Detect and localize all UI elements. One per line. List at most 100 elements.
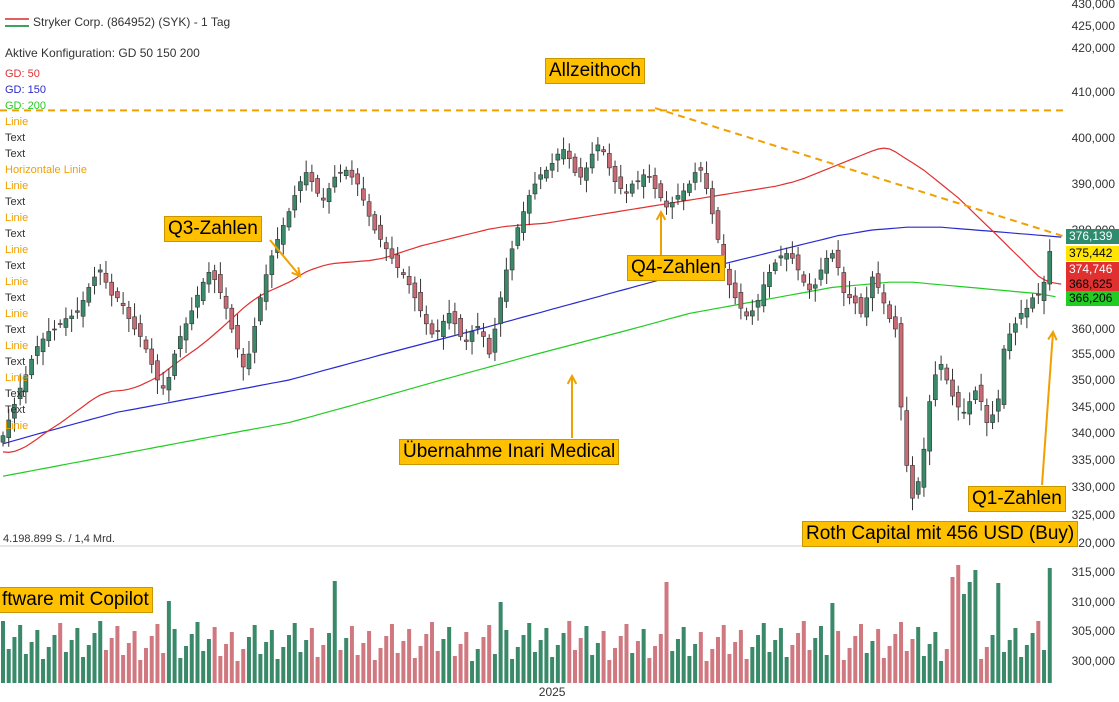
volume-bar: [859, 624, 863, 683]
annotation-copilot[interactable]: ftware mit Copilot: [0, 587, 153, 613]
candle-body: [549, 163, 555, 171]
candle-body: [349, 169, 355, 178]
volume-bar: [630, 653, 635, 683]
candle-body: [1047, 251, 1053, 285]
volume-bar: [492, 654, 497, 683]
volume-bar: [206, 639, 211, 683]
legend-item[interactable]: Text: [5, 148, 26, 160]
volume-bar: [441, 639, 446, 683]
legend-item[interactable]: Linie: [5, 372, 29, 384]
volume-bar: [52, 635, 57, 683]
volume-bar: [681, 627, 686, 683]
candle-body: [544, 169, 549, 179]
legend-item[interactable]: GD: 200: [5, 100, 46, 112]
volume-bar: [498, 602, 503, 683]
legend-item[interactable]: GD: 50: [5, 68, 40, 80]
candle-body: [566, 150, 572, 160]
price-tick-label: 360,000: [1072, 322, 1116, 336]
candle-body: [933, 374, 938, 401]
candle-body: [269, 255, 275, 275]
volume-bar: [544, 628, 549, 683]
candle-body: [378, 224, 383, 240]
annotation-q4[interactable]: Q4-Zahlen: [627, 255, 725, 281]
volume-bar: [887, 646, 892, 683]
annotation-arrow: [1041, 331, 1054, 486]
legend-item[interactable]: Text: [5, 196, 26, 208]
volume-bar: [601, 631, 606, 683]
legend-item[interactable]: Text: [5, 260, 26, 272]
volume-bar: [761, 623, 766, 683]
volume-bar: [944, 649, 949, 683]
volume-bar: [881, 658, 886, 683]
volume-bar: [212, 627, 217, 683]
candle-body: [761, 284, 767, 307]
candle-body: [927, 401, 932, 452]
candle-body: [401, 272, 406, 275]
volume-bar: [41, 659, 46, 683]
volume-bar: [841, 660, 846, 683]
candle-body: [332, 176, 338, 188]
volume-bar: [418, 646, 423, 683]
legend-item[interactable]: GD: 150: [5, 84, 46, 96]
volume-bar: [635, 641, 640, 683]
volume-bar: [573, 650, 577, 683]
volume-bar: [338, 650, 343, 683]
annotation-allzeithoch[interactable]: Allzeithoch: [545, 58, 645, 84]
volume-bar: [218, 656, 223, 683]
chart-title: Stryker Corp. (864952) (SYK) - 1 Tag: [5, 15, 230, 29]
candle-body: [984, 405, 990, 423]
legend-item[interactable]: Linie: [5, 116, 29, 128]
legend-item[interactable]: Linie: [5, 212, 29, 224]
volume-bar: [407, 629, 412, 683]
volume-bar: [327, 633, 332, 683]
legend-item[interactable]: Text: [5, 324, 26, 336]
volume-bar: [298, 652, 303, 683]
volume-bar: [475, 649, 480, 683]
legend-item[interactable]: Linie: [5, 244, 29, 256]
price-tick-label: 425,000: [1072, 19, 1116, 33]
candle-body: [475, 326, 481, 329]
price-tick-label: 305,000: [1072, 624, 1116, 638]
candle-body: [23, 374, 29, 393]
candle-body: [990, 414, 995, 423]
annotation-arrow: [269, 239, 301, 277]
volume-bar: [144, 648, 148, 683]
price-tag: 374,746: [1066, 262, 1119, 277]
annotation-q1[interactable]: Q1-Zahlen: [968, 486, 1066, 512]
volume-bar: [796, 633, 801, 683]
volume-bar: [870, 641, 875, 683]
volume-bar: [126, 643, 131, 683]
volume-bar: [292, 623, 297, 683]
annotation-inari[interactable]: Übernahme Inari Medical: [399, 439, 620, 465]
volume-bar: [818, 626, 823, 683]
candle-body: [464, 339, 469, 342]
legend-item[interactable]: Linie: [5, 420, 29, 432]
candle-body: [46, 331, 52, 342]
legend-item[interactable]: Text: [5, 356, 26, 368]
candlesticks: [0, 137, 1053, 511]
volume-bar: [613, 648, 618, 683]
candle-body: [183, 323, 189, 341]
legend-item[interactable]: Text: [5, 292, 26, 304]
legend-item[interactable]: Linie: [5, 308, 29, 320]
volume-bar: [378, 648, 383, 683]
candle-body: [704, 173, 709, 189]
volume-bars: [1, 565, 1052, 683]
annotation-q3[interactable]: Q3-Zahlen: [164, 216, 262, 242]
legend-item[interactable]: Text: [5, 388, 26, 400]
legend-item[interactable]: Linie: [5, 276, 29, 288]
legend-item[interactable]: Text: [5, 132, 26, 144]
legend-item[interactable]: Text: [5, 228, 26, 240]
candle-body: [229, 307, 235, 330]
legend-item[interactable]: Horizontale Linie: [5, 164, 87, 176]
volume-bar: [721, 625, 726, 683]
legend-item[interactable]: Linie: [5, 340, 29, 352]
price-tick-label: 390,000: [1072, 177, 1116, 191]
legend-item[interactable]: Text: [5, 404, 26, 416]
candle-body: [326, 188, 332, 203]
volume-bar: [109, 638, 114, 683]
annotation-roth[interactable]: Roth Capital mit 456 USD (Buy): [802, 521, 1079, 547]
volume-bar: [224, 644, 229, 683]
volume-bar: [384, 636, 389, 683]
legend-item[interactable]: Linie: [5, 180, 29, 192]
